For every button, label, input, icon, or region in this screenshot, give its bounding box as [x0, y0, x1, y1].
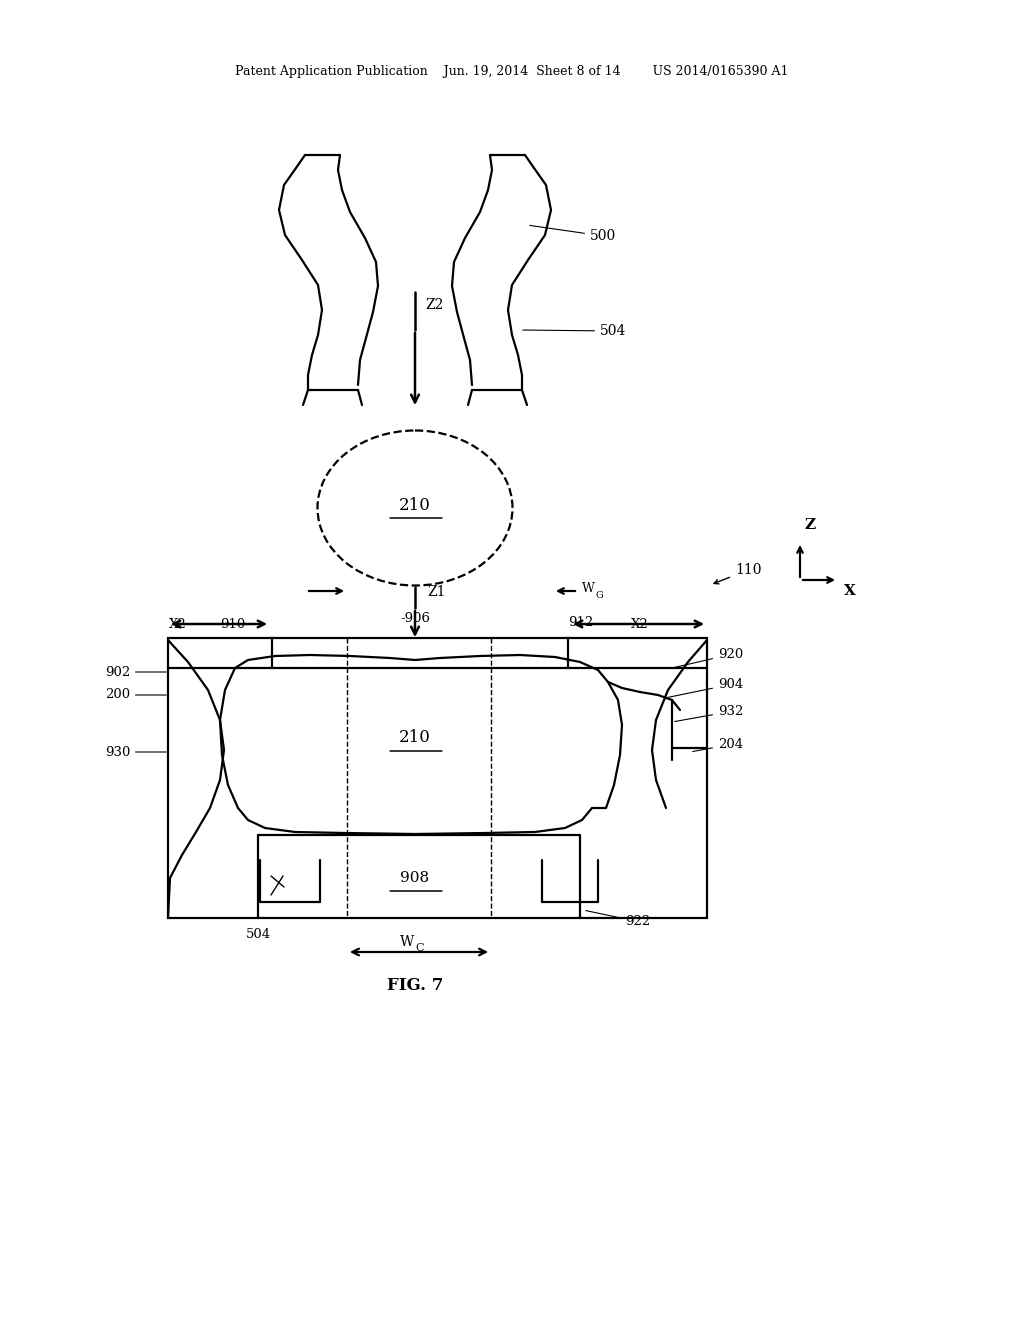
- Text: -906: -906: [400, 611, 430, 624]
- Text: 904: 904: [668, 678, 743, 697]
- Text: 210: 210: [399, 496, 431, 513]
- Text: 910: 910: [220, 619, 246, 631]
- Text: 504: 504: [246, 928, 270, 941]
- Text: W: W: [400, 935, 415, 949]
- Text: 920: 920: [675, 648, 743, 668]
- Text: Patent Application Publication    Jun. 19, 2014  Sheet 8 of 14        US 2014/01: Patent Application Publication Jun. 19, …: [236, 66, 788, 78]
- Text: C: C: [415, 942, 424, 953]
- Text: X2: X2: [631, 619, 649, 631]
- Text: W: W: [582, 582, 595, 595]
- Text: 912: 912: [568, 615, 593, 628]
- Text: 500: 500: [529, 226, 616, 243]
- Text: X: X: [844, 583, 856, 598]
- Text: 930: 930: [104, 746, 166, 759]
- Text: X2: X2: [169, 619, 186, 631]
- Text: 902: 902: [104, 665, 166, 678]
- Text: 210: 210: [399, 730, 431, 747]
- Text: Z1: Z1: [427, 585, 445, 599]
- Bar: [168, 638, 707, 917]
- Text: Z: Z: [804, 517, 815, 532]
- Text: 908: 908: [400, 871, 429, 884]
- Text: 504: 504: [523, 323, 627, 338]
- Text: 204: 204: [692, 738, 743, 751]
- Text: 200: 200: [104, 689, 166, 701]
- Text: 922: 922: [586, 911, 650, 928]
- Text: G: G: [596, 590, 604, 599]
- Text: 932: 932: [675, 705, 743, 722]
- Text: Z2: Z2: [425, 298, 443, 312]
- Text: 110: 110: [714, 564, 762, 583]
- Text: FIG. 7: FIG. 7: [387, 977, 443, 994]
